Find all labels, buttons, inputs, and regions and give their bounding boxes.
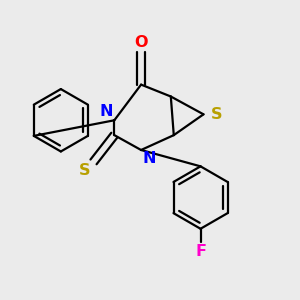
Text: O: O (134, 35, 148, 50)
Text: S: S (211, 107, 222, 122)
Text: S: S (79, 164, 91, 178)
Text: F: F (195, 244, 206, 259)
Text: N: N (142, 152, 156, 166)
Text: N: N (99, 104, 113, 119)
